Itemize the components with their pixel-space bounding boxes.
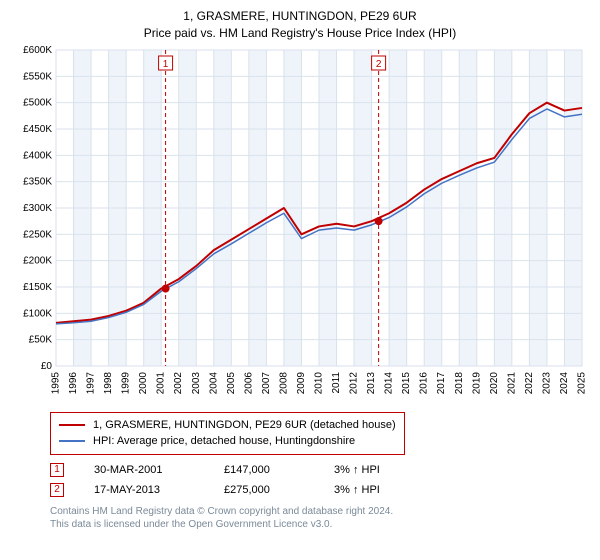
svg-text:2008: 2008 [278, 371, 289, 394]
marker-pct: 3% ↑ HPI [334, 484, 414, 496]
legend-item: HPI: Average price, detached house, Hunt… [59, 433, 396, 450]
line-chart: £0 £50K £100K £150K £200K £250K £300K £350K £400… [10, 46, 590, 406]
marker-pct: 3% ↑ HPI [334, 464, 414, 476]
legend-swatch [59, 424, 85, 426]
svg-text:1995: 1995 [51, 371, 62, 394]
svg-text:2025: 2025 [577, 371, 588, 394]
svg-text:2024: 2024 [559, 371, 570, 394]
svg-text:2017: 2017 [436, 371, 447, 394]
marker-date: 30-MAR-2001 [94, 464, 194, 476]
svg-text:1996: 1996 [68, 371, 79, 394]
svg-text:£500K: £500K [23, 97, 52, 108]
svg-text:£400K: £400K [23, 150, 52, 161]
svg-text:£100K: £100K [23, 308, 52, 319]
svg-text:£350K: £350K [23, 176, 52, 187]
svg-text:1998: 1998 [103, 371, 114, 394]
svg-text:2015: 2015 [401, 371, 412, 394]
svg-text:2: 2 [376, 59, 382, 70]
svg-text:2006: 2006 [243, 371, 254, 394]
svg-text:2007: 2007 [261, 371, 272, 394]
svg-text:£250K: £250K [23, 229, 52, 240]
svg-text:2009: 2009 [296, 371, 307, 394]
legend-label: HPI: Average price, detached house, Hunt… [93, 433, 355, 450]
marker-row: 1 30-MAR-2001 £147,000 3% ↑ HPI [50, 463, 590, 477]
svg-text:2013: 2013 [366, 371, 377, 394]
marker-date: 17-MAY-2013 [94, 484, 194, 496]
svg-text:1999: 1999 [121, 371, 132, 394]
footer: Contains HM Land Registry data © Crown c… [50, 505, 590, 532]
svg-text:2019: 2019 [471, 371, 482, 394]
svg-text:£450K: £450K [23, 124, 52, 135]
svg-text:1: 1 [163, 59, 169, 70]
svg-text:2001: 2001 [156, 371, 167, 394]
footer-line-2: This data is licensed under the Open Gov… [50, 518, 590, 532]
svg-text:2020: 2020 [489, 371, 500, 394]
svg-text:£550K: £550K [23, 71, 52, 82]
marker-badge: 1 [50, 463, 64, 477]
svg-text:2011: 2011 [331, 371, 342, 393]
marker-row: 2 17-MAY-2013 £275,000 3% ↑ HPI [50, 483, 590, 497]
svg-text:1997: 1997 [86, 371, 97, 394]
svg-text:£300K: £300K [23, 203, 52, 214]
svg-text:£0: £0 [41, 361, 53, 372]
svg-text:2022: 2022 [524, 371, 535, 394]
svg-text:2016: 2016 [419, 371, 430, 394]
legend-label: 1, GRASMERE, HUNTINGDON, PE29 6UR (detac… [93, 417, 396, 434]
marker-price: £275,000 [224, 484, 304, 496]
svg-text:£200K: £200K [23, 255, 52, 266]
svg-text:£600K: £600K [23, 46, 52, 56]
svg-text:£150K: £150K [23, 282, 52, 293]
legend: 1, GRASMERE, HUNTINGDON, PE29 6UR (detac… [50, 412, 405, 455]
chart-title: 1, GRASMERE, HUNTINGDON, PE29 6UR Price … [10, 8, 590, 42]
svg-text:2002: 2002 [173, 371, 184, 394]
svg-text:2003: 2003 [191, 371, 202, 394]
svg-text:2023: 2023 [541, 371, 552, 394]
legend-swatch [59, 440, 85, 442]
svg-text:2000: 2000 [138, 371, 149, 394]
svg-text:2005: 2005 [226, 371, 237, 394]
svg-text:2010: 2010 [314, 371, 325, 394]
svg-text:£50K: £50K [29, 334, 53, 345]
marker-price: £147,000 [224, 464, 304, 476]
footer-line-1: Contains HM Land Registry data © Crown c… [50, 505, 590, 519]
legend-item: 1, GRASMERE, HUNTINGDON, PE29 6UR (detac… [59, 417, 396, 434]
svg-text:2014: 2014 [384, 371, 395, 394]
svg-text:2012: 2012 [349, 371, 360, 394]
markers-table: 1 30-MAR-2001 £147,000 3% ↑ HPI 2 17-MAY-2013… [50, 463, 590, 503]
title-line-1: 1, GRASMERE, HUNTINGDON, PE29 6UR [10, 8, 590, 25]
marker-badge: 2 [50, 483, 64, 497]
svg-text:2021: 2021 [506, 371, 517, 394]
svg-text:2004: 2004 [208, 371, 219, 394]
svg-text:2018: 2018 [454, 371, 465, 394]
chart-area: £0 £50K £100K £150K £200K £250K £300K £350K £400… [10, 46, 590, 406]
title-line-2: Price paid vs. HM Land Registry's House … [10, 25, 590, 42]
